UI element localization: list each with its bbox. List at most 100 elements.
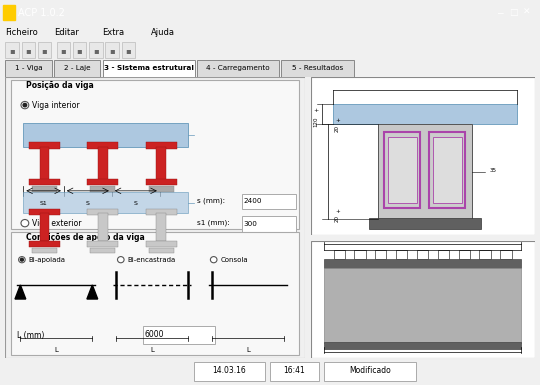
Text: +: + <box>314 109 319 114</box>
Text: s (mm):: s (mm): <box>197 198 225 204</box>
Text: 4 - Carregamento: 4 - Carregamento <box>206 65 269 71</box>
Bar <box>32 186 57 192</box>
Bar <box>501 250 511 259</box>
Text: ✕: ✕ <box>523 8 530 17</box>
Circle shape <box>18 256 25 263</box>
Text: 120: 120 <box>314 117 319 127</box>
Bar <box>281 60 354 77</box>
Bar <box>458 250 470 259</box>
Bar <box>148 186 174 192</box>
Text: 2400: 2400 <box>244 198 262 204</box>
Bar <box>22 42 35 58</box>
Text: □: □ <box>509 8 517 17</box>
Bar <box>334 250 345 259</box>
Circle shape <box>211 256 217 263</box>
Bar <box>103 60 195 77</box>
Bar <box>39 147 49 179</box>
Text: 3 - Sistema estrutural: 3 - Sistema estrutural <box>104 65 194 71</box>
Text: 14.03.16: 14.03.16 <box>213 367 246 375</box>
Bar <box>194 362 265 381</box>
Circle shape <box>21 219 29 227</box>
Bar <box>5 42 19 58</box>
Circle shape <box>118 256 124 263</box>
Bar <box>388 137 417 203</box>
Text: s1 (mm):: s1 (mm): <box>197 220 230 226</box>
Text: +: + <box>335 209 340 214</box>
Text: ACP 1.0.2: ACP 1.0.2 <box>18 8 65 17</box>
Bar <box>89 42 103 58</box>
Polygon shape <box>15 285 26 299</box>
Bar <box>29 142 60 149</box>
Bar <box>87 209 118 215</box>
Bar <box>378 124 472 219</box>
Bar <box>73 42 86 58</box>
Text: ▪: ▪ <box>9 45 15 55</box>
Bar <box>333 104 517 124</box>
Bar <box>98 147 107 179</box>
Text: 6000: 6000 <box>145 330 164 339</box>
Text: 35: 35 <box>490 167 497 172</box>
Bar <box>429 132 465 208</box>
Polygon shape <box>87 285 98 299</box>
Text: Modificado: Modificado <box>349 367 391 375</box>
Text: ▪: ▪ <box>42 45 47 55</box>
Bar <box>38 42 51 58</box>
Text: ▪: ▪ <box>25 45 31 55</box>
Circle shape <box>21 102 29 109</box>
Bar <box>3 5 15 20</box>
Bar <box>146 209 177 215</box>
Bar <box>324 259 521 268</box>
Text: Viga exterior: Viga exterior <box>32 219 82 228</box>
Bar <box>438 250 449 259</box>
Text: +: + <box>335 118 340 123</box>
Bar <box>324 268 521 343</box>
Bar <box>270 362 319 381</box>
Text: Ajuda: Ajuda <box>151 28 175 37</box>
Text: Condições de apoio da viga: Condições de apoio da viga <box>26 233 145 242</box>
Bar <box>23 123 188 147</box>
Text: S: S <box>134 201 138 206</box>
Text: Bi-encastrada: Bi-encastrada <box>127 257 176 263</box>
Bar <box>87 241 118 247</box>
Text: Ficheiro: Ficheiro <box>5 28 38 37</box>
Bar <box>242 216 296 231</box>
Bar <box>148 248 174 253</box>
Text: L (mm): L (mm) <box>17 331 45 340</box>
Text: Editar: Editar <box>54 28 79 37</box>
Text: 1 - Viga: 1 - Viga <box>15 65 43 71</box>
Text: Bi-apoiada: Bi-apoiada <box>29 257 65 263</box>
Text: 300: 300 <box>244 221 258 227</box>
Bar <box>369 218 481 229</box>
Text: 20: 20 <box>335 215 340 222</box>
Bar <box>375 250 387 259</box>
Bar <box>57 42 70 58</box>
Bar <box>39 213 49 241</box>
Bar <box>324 342 521 349</box>
Text: ▪: ▪ <box>93 45 98 55</box>
Bar <box>87 179 118 185</box>
Text: 5 - Resultados: 5 - Resultados <box>292 65 343 71</box>
Bar <box>197 60 279 77</box>
Text: S: S <box>86 201 90 206</box>
Text: Extra: Extra <box>103 28 125 37</box>
Bar <box>122 42 135 58</box>
Text: ▪: ▪ <box>77 45 82 55</box>
Bar <box>23 192 188 213</box>
Bar <box>384 132 420 208</box>
Bar <box>146 142 177 149</box>
Bar <box>11 231 299 355</box>
Bar <box>54 60 100 77</box>
Bar <box>90 186 116 192</box>
Text: Consola: Consola <box>220 257 248 263</box>
Bar <box>5 60 52 77</box>
Bar <box>157 213 166 241</box>
Bar <box>324 362 416 381</box>
Text: L: L <box>246 347 250 353</box>
Bar <box>29 241 60 247</box>
Bar <box>105 42 119 58</box>
Text: Viga interior: Viga interior <box>32 100 80 110</box>
Text: ▪: ▪ <box>125 45 131 55</box>
Bar <box>146 241 177 247</box>
Circle shape <box>23 104 26 107</box>
Bar <box>417 250 428 259</box>
